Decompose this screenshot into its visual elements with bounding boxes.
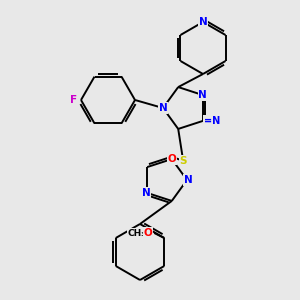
Text: N: N [198, 90, 207, 100]
Text: S: S [179, 156, 187, 166]
Text: N: N [142, 188, 151, 198]
Text: O: O [167, 154, 176, 164]
Text: CH₃: CH₃ [127, 229, 146, 238]
Text: N: N [159, 103, 167, 113]
Text: N: N [184, 175, 192, 185]
Text: N: N [199, 17, 207, 27]
Text: O: O [144, 228, 153, 238]
Text: =N: =N [204, 116, 220, 126]
Text: F: F [70, 95, 77, 105]
